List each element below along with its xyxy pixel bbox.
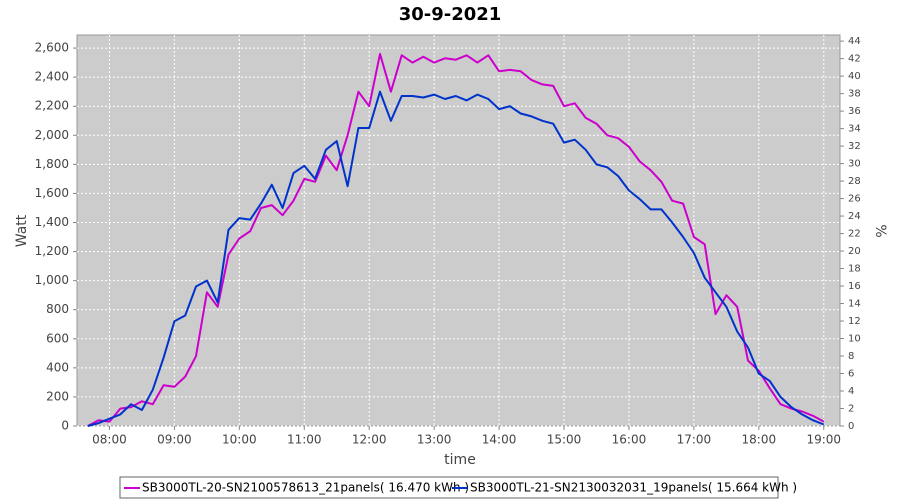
plot-area [76, 34, 841, 427]
y2-tick-label: 6 [848, 369, 854, 380]
y2-tick-label: 42 [848, 54, 861, 65]
x-axis-label: time [444, 452, 476, 468]
y2-tick-label: 8 [848, 351, 854, 362]
legend-label: SB3000TL-21-SN2130032031_19panels( 15.66… [470, 481, 797, 495]
y2-tick-label: 10 [848, 334, 861, 345]
y2-tick-label: 28 [848, 176, 861, 187]
y2-tick-label: 22 [848, 229, 861, 240]
y2-axis-label: % [872, 224, 888, 237]
x-tick-label: 17:00 [677, 433, 712, 447]
x-tick-label: 11:00 [287, 433, 322, 447]
y-tick-label: 2,200 [35, 99, 69, 113]
y2-tick-label: 20 [848, 246, 861, 257]
y2-tick-label: 44 [848, 36, 861, 47]
y-tick-label: 2,000 [35, 128, 69, 142]
y-tick-label: 1,600 [35, 186, 69, 200]
y2-tick-label: 12 [848, 316, 861, 327]
y2-tick-label: 32 [848, 141, 861, 152]
y-tick-label: 0 [61, 419, 69, 433]
y2-tick-label: 24 [848, 211, 861, 222]
y2-tick-label: 26 [848, 194, 861, 205]
y2-tick-label: 0 [848, 421, 854, 432]
y-tick-label: 800 [46, 302, 69, 316]
x-tick-label: 18:00 [742, 433, 777, 447]
y-tick-label: 1,000 [35, 273, 69, 287]
y-tick-label: 400 [46, 360, 69, 374]
x-tick-label: 12:00 [352, 433, 387, 447]
x-tick-label: 08:00 [92, 433, 127, 447]
series-line [87, 52, 825, 427]
y2-tick-label: 30 [848, 159, 861, 170]
y2-tick-label: 34 [848, 124, 861, 135]
y2-tick-label: 16 [848, 281, 861, 292]
chart-title: 30-9-2021 [399, 4, 502, 25]
legend-label: SB3000TL-20-SN2100578613_21panels( 16.47… [142, 481, 469, 495]
x-tick-label: 19:00 [806, 433, 841, 447]
y-axis-label: Watt [14, 214, 30, 247]
y2-tick-label: 2 [848, 404, 854, 415]
x-tick-label: 13:00 [417, 433, 452, 447]
x-tick-label: 09:00 [157, 433, 192, 447]
y-tick-label: 2,600 [35, 41, 69, 55]
x-tick-label: 16:00 [612, 433, 647, 447]
y2-tick-label: 38 [848, 89, 861, 100]
y2-tick-label: 4 [848, 386, 854, 397]
y-tick-label: 1,800 [35, 157, 69, 171]
y2-tick-label: 14 [848, 299, 861, 310]
x-tick-label: 10:00 [222, 433, 257, 447]
y-tick-label: 2,400 [35, 70, 69, 84]
y2-tick-label: 40 [848, 71, 861, 82]
y-tick-label: 200 [46, 389, 69, 403]
y-tick-label: 600 [46, 331, 69, 345]
legend [119, 476, 779, 499]
x-tick-label: 14:00 [482, 433, 517, 447]
y-tick-label: 1,400 [35, 215, 69, 229]
y-tick-label: 1,200 [35, 244, 69, 258]
x-tick-label: 15:00 [547, 433, 582, 447]
y2-tick-label: 36 [848, 106, 861, 117]
y2-tick-label: 18 [848, 264, 861, 275]
series-line [87, 90, 825, 427]
